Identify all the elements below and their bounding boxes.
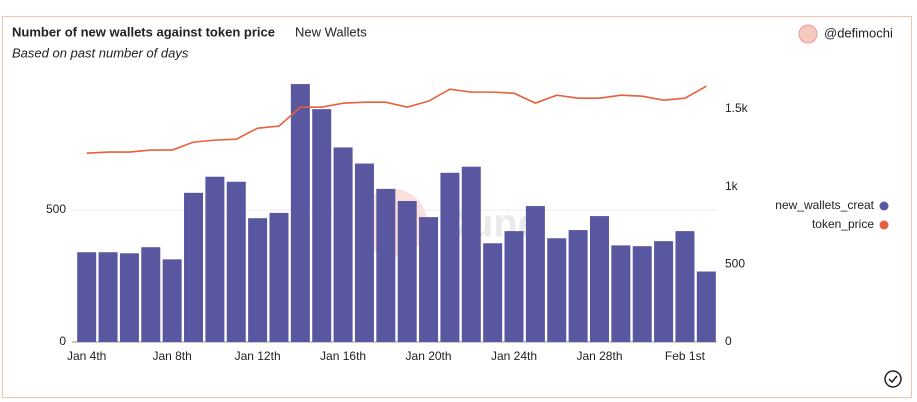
- bar: [141, 247, 161, 342]
- x-tick-label: Jan 24th: [491, 349, 537, 363]
- bar: [589, 216, 609, 342]
- bar: [354, 163, 374, 342]
- bar: [226, 181, 246, 342]
- x-tick-label: Jan 8th: [152, 349, 191, 363]
- bar: [696, 271, 716, 342]
- x-tick-label: Jan 28th: [576, 349, 622, 363]
- bar: [205, 176, 225, 342]
- x-tick-label: Feb 1st: [665, 349, 706, 363]
- y2-tick-label: 0: [725, 334, 732, 348]
- bar: [675, 231, 695, 342]
- legend-marker: [879, 201, 889, 211]
- y2-tick-label: 1k: [725, 179, 739, 193]
- bar: [632, 246, 652, 342]
- bar: [654, 241, 674, 342]
- bar: [568, 230, 588, 342]
- legend-marker: [879, 220, 889, 230]
- bar: [440, 172, 460, 342]
- bar: [376, 188, 396, 342]
- bar: [483, 243, 503, 342]
- bar: [525, 206, 545, 342]
- bar: [269, 212, 289, 342]
- bar: [504, 231, 524, 342]
- y-tick-label: 500: [46, 202, 66, 216]
- x-tick-label: Jan 20th: [406, 349, 452, 363]
- bar: [290, 84, 310, 343]
- bar: [98, 252, 118, 342]
- bar: [162, 259, 182, 342]
- bar: [397, 201, 417, 342]
- author: @defimochi: [824, 25, 893, 40]
- x-tick-label: Jan 16th: [320, 349, 366, 363]
- x-tick-label: Jan 12th: [235, 349, 281, 363]
- bar: [333, 147, 353, 342]
- y2-tick-label: 500: [725, 257, 745, 271]
- bar: [547, 238, 567, 342]
- bar: [611, 245, 631, 342]
- bar: [461, 166, 481, 342]
- bar: [119, 253, 139, 342]
- x-tick-label: Jan 4th: [67, 349, 106, 363]
- bar: [312, 109, 332, 342]
- y-tick-label: 0: [59, 334, 66, 348]
- card: [2, 16, 912, 398]
- check-icon[interactable]: [884, 370, 902, 388]
- avatar: [798, 24, 818, 44]
- bar: [184, 192, 204, 342]
- legend-label: new_wallets_creat: [775, 198, 874, 212]
- y2-tick-label: 1.5k: [725, 101, 749, 115]
- bar: [77, 252, 97, 342]
- line: [86, 85, 707, 154]
- bar: [419, 217, 439, 342]
- chart-title: Number of new wallets against token pric…: [12, 24, 275, 39]
- tab-label: New Wallets: [295, 24, 367, 39]
- legend-label: token_price: [812, 217, 874, 231]
- bar: [248, 218, 268, 342]
- chart-subtitle: Based on past number of days: [12, 45, 189, 60]
